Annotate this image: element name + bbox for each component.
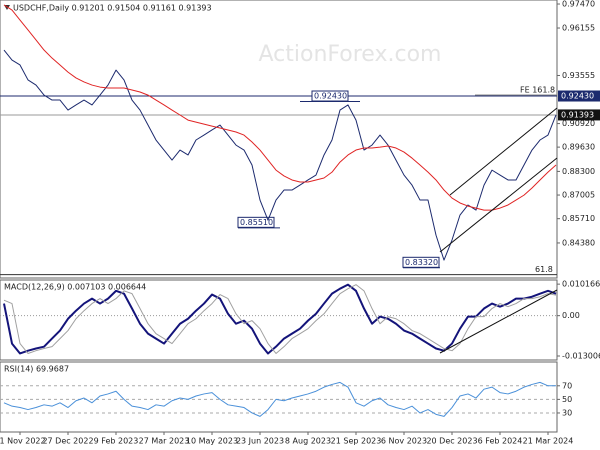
x-tick-label: 27 Dec 2022 xyxy=(42,437,93,446)
price-label-box xyxy=(558,90,600,102)
y-tick-label: 0.84380 xyxy=(562,238,595,247)
annotation-label: 0.83320 xyxy=(405,258,438,267)
x-tick-label: 6 Nov 2023 xyxy=(381,437,427,446)
x-tick-label: 9 Feb 2023 xyxy=(94,437,139,446)
x-tick-label: 11 Nov 2022 xyxy=(0,437,46,446)
y-tick-label: 0.88300 xyxy=(562,167,595,176)
y-tick-label: 0.96155 xyxy=(562,24,595,33)
series-line xyxy=(3,284,557,354)
annotation-label: 61.8 xyxy=(535,265,553,274)
y-tick-label: 50 xyxy=(562,395,572,404)
x-tick-label: 21 Sep 2023 xyxy=(331,437,382,446)
y-tick-label: 0.87005 xyxy=(562,191,595,200)
y-tick-label: 0.89630 xyxy=(562,143,595,152)
series-line xyxy=(3,4,557,211)
price-label-box xyxy=(558,109,600,121)
series-line xyxy=(3,381,557,417)
x-tick-label: 10 May 2023 xyxy=(186,437,238,446)
macd-panel xyxy=(0,279,558,361)
watermark: ActionForex.com xyxy=(259,42,442,67)
rsi-panel xyxy=(0,361,558,433)
channel-line xyxy=(449,107,558,196)
y-tick-label: 0.00 xyxy=(562,311,580,320)
x-tick-label: 6 Feb 2024 xyxy=(478,437,523,446)
x-tick-label: 8 Aug 2023 xyxy=(285,437,331,446)
annotation-label: FE 161.8 xyxy=(520,85,555,94)
main-panel xyxy=(0,0,558,279)
price-label: 0.91393 xyxy=(561,110,594,119)
series-line xyxy=(3,49,557,261)
macd-title: MACD(12,26,9) 0.007103 0.006644 xyxy=(4,283,146,292)
y-tick-label: 0.93555 xyxy=(562,71,595,80)
y-tick-label: 0.97470 xyxy=(562,0,595,9)
rsi-title: RSI(14) 69.9687 xyxy=(4,365,69,374)
chart-title: USDCHF,Daily 0.91201 0.91504 0.91161 0.9… xyxy=(13,4,212,13)
annotation-label: 0.85510 xyxy=(240,218,273,227)
price-label: 0.92430 xyxy=(561,92,594,101)
channel-line xyxy=(439,157,558,253)
series-line xyxy=(3,283,557,355)
y-tick-label: 0.010166 xyxy=(562,280,600,289)
annotation-label: 0.92430 xyxy=(314,92,347,101)
x-tick-label: 23 Jun 2023 xyxy=(236,437,284,446)
y-tick-label: 0.85710 xyxy=(562,214,595,223)
x-tick-label: 27 Mar 2023 xyxy=(139,437,190,446)
y-tick-label: 30 xyxy=(562,408,572,417)
y-tick-label: 70 xyxy=(562,381,572,390)
annotation-box xyxy=(402,256,440,268)
annotation-box xyxy=(237,216,275,228)
x-tick-label: 21 Mar 2024 xyxy=(523,437,574,446)
annotation-box xyxy=(311,90,349,102)
y-tick-label: -0.013006 xyxy=(562,351,600,360)
x-tick-label: 20 Dec 2023 xyxy=(426,437,477,446)
y-tick-label: 0.90920 xyxy=(562,119,595,128)
macd-trendline xyxy=(439,289,558,354)
